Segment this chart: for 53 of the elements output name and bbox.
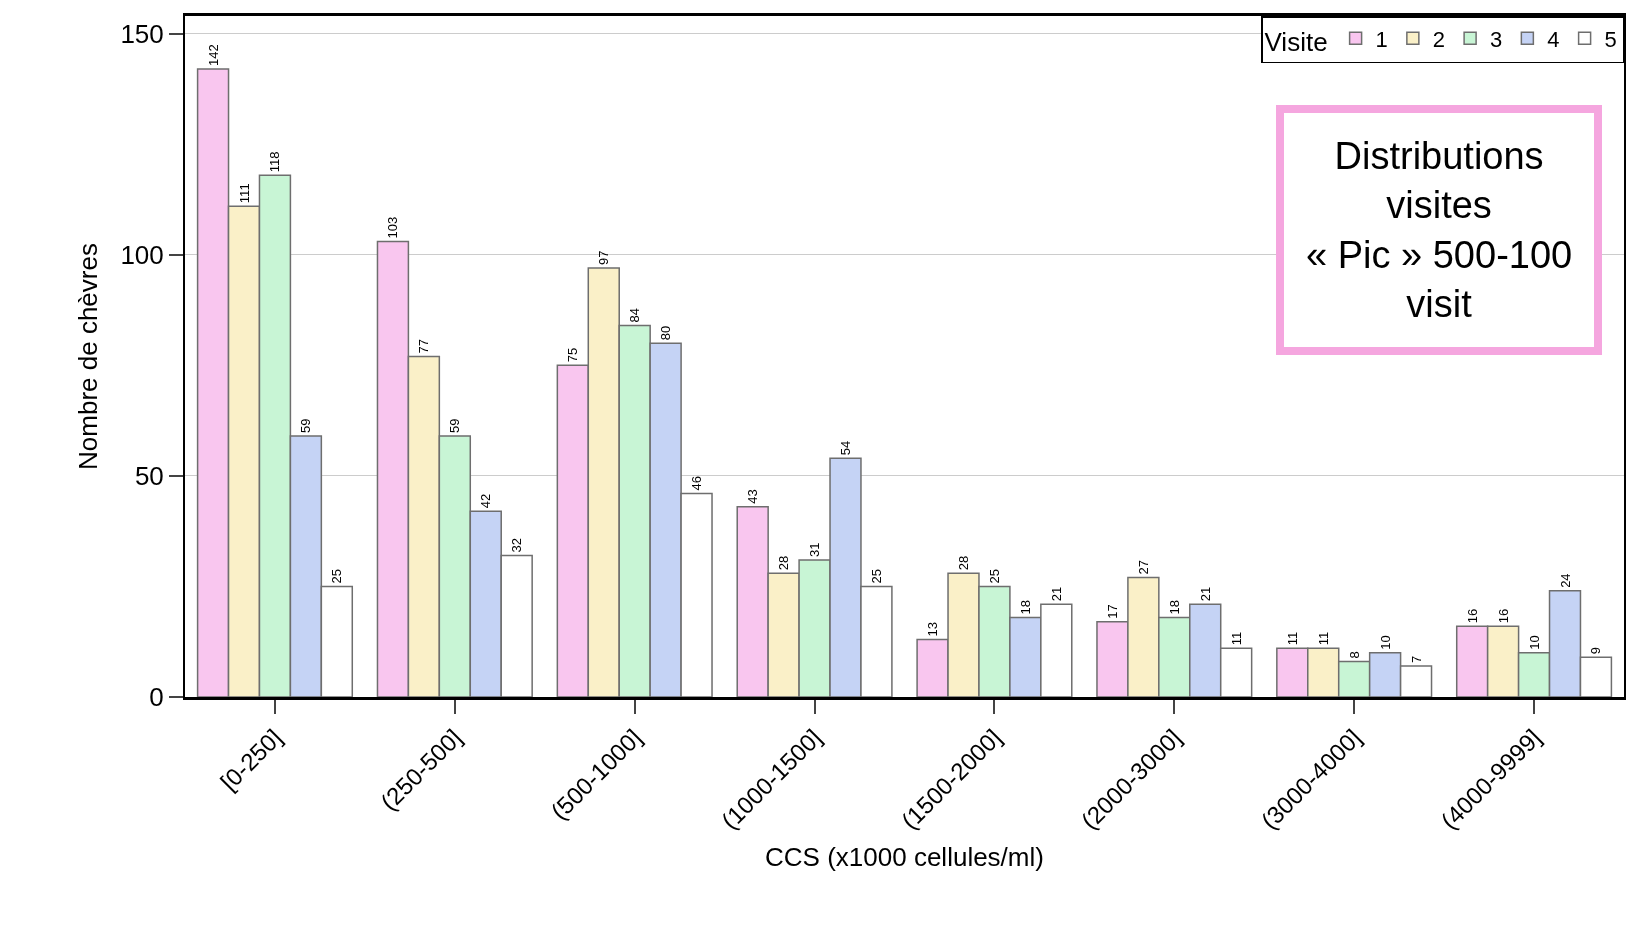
data-label: 25 [868,568,884,584]
data-label: 43 [745,489,761,504]
data-label: 11 [1315,631,1331,646]
data-label: 21 [1048,586,1064,602]
data-label: 21 [1197,586,1213,602]
data-label: 54 [838,440,853,456]
data-label: 77 [416,339,432,354]
data-label: 13 [925,622,941,637]
data-label: 84 [627,308,643,323]
y-axis-title: Nombre de chèvres [73,243,104,470]
data-label: 18 [1017,599,1033,615]
data-label: 24 [1557,573,1573,588]
data-label: 10 [1377,635,1393,650]
data-label: 17 [1104,604,1120,619]
data-label: 59 [298,418,314,434]
data-label: 16 [1495,608,1511,624]
legend-label: 2 [1432,26,1446,52]
data-label: 103 [385,216,401,239]
data-label: 7 [1408,655,1424,664]
data-label: 16 [1464,608,1480,624]
legend-label: 5 [1604,26,1617,52]
y-tick-label: 150 [120,18,164,49]
data-label: 11 [1284,631,1300,646]
annotation: Distributions visites « Pic » 500-100 visit [1306,135,1573,326]
y-tick-label: 0 [149,682,164,713]
data-label: 80 [658,325,674,341]
data-label: 32 [509,538,525,553]
legend-label: 3 [1490,26,1503,52]
data-label: 11 [1228,631,1244,646]
data-label: 59 [447,418,463,434]
data-label: 27 [1135,560,1151,575]
data-label: 97 [596,250,612,266]
y-tick-label: 50 [134,461,164,491]
data-label: 75 [565,347,581,363]
data-label: 10 [1526,635,1542,650]
data-label: 18 [1166,599,1182,615]
data-label: 118 [267,151,283,173]
legend-label: 1 [1375,26,1388,52]
data-label: 142 [205,44,221,67]
data-label: 28 [956,555,971,571]
data-label: 42 [478,493,494,509]
x-axis-title: CCS (x1000 cellules/ml) [765,842,1044,873]
y-tick-label: 100 [120,239,164,270]
data-label: 25 [329,568,345,584]
data-label: 46 [689,476,705,491]
data-label: 31 [807,542,823,557]
data-label: 8 [1346,651,1362,659]
data-label: 9 [1588,646,1604,655]
data-label: 111 [236,183,252,204]
data-label: 25 [986,568,1002,584]
legend-label: 4 [1547,26,1560,52]
legend-title: Visite [1264,27,1328,58]
data-label: 28 [776,555,792,571]
